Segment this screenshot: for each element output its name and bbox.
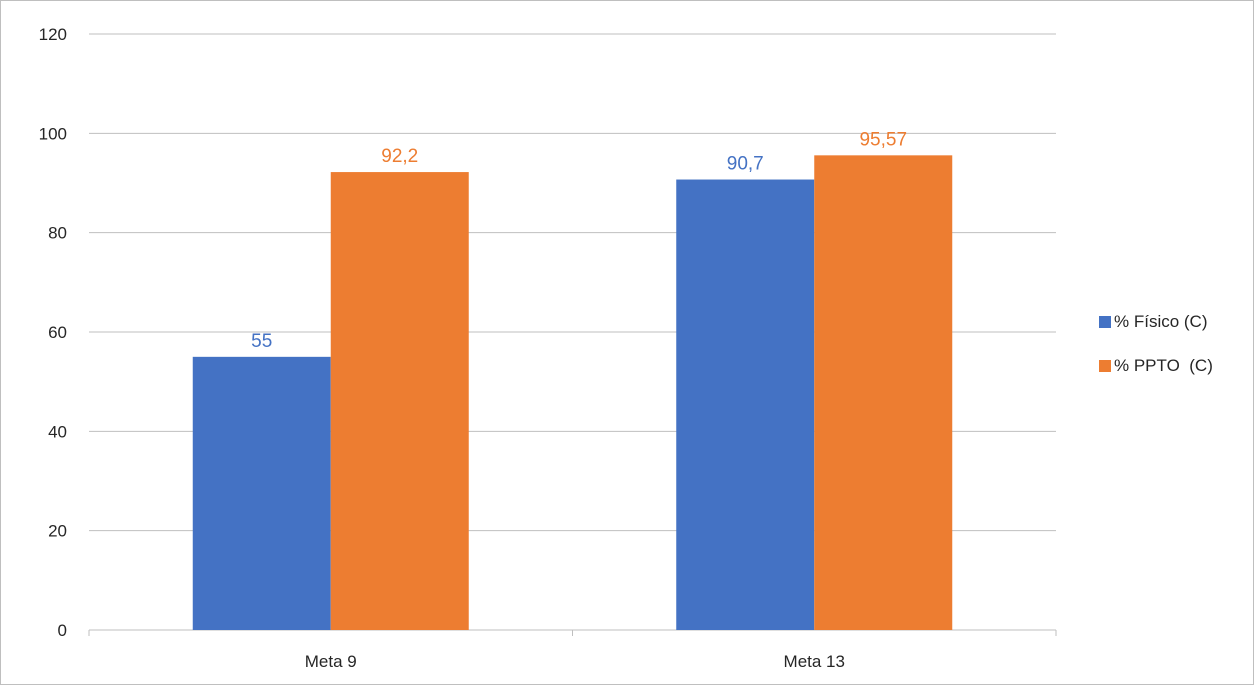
x-tick-label: Meta 9 [305,652,357,671]
legend-swatch-series-2 [1099,360,1111,372]
y-tick-label: 120 [39,25,67,44]
bars [192,155,953,631]
y-tick-label: 40 [48,422,67,441]
data-label: 92,2 [381,146,418,167]
y-tick-label: 100 [39,124,67,143]
y-tick-label: 20 [48,522,67,541]
bar-meta-13-series-2 [814,155,953,630]
x-tick-label: Meta 13 [784,652,845,671]
data-labels: 55 92,2 90,7 95,57 [251,129,907,351]
data-label: 95,57 [859,129,907,150]
legend-label-series-2: % PPTO (C) [1114,356,1213,375]
bar-meta-9-series-1 [192,356,331,630]
legend-swatch-series-1 [1099,316,1111,328]
data-label: 90,7 [727,154,764,175]
legend-label-series-1: % Físico (C) [1114,312,1208,331]
y-tick-label: 60 [48,323,67,342]
data-label: 55 [251,331,272,352]
y-tick-label: 0 [58,621,67,640]
bar-meta-9-series-2 [330,172,469,630]
bar-meta-13-series-1 [676,179,815,631]
legend: % Físico (C) % PPTO (C) [1099,312,1213,375]
y-tick-label: 80 [48,224,67,243]
